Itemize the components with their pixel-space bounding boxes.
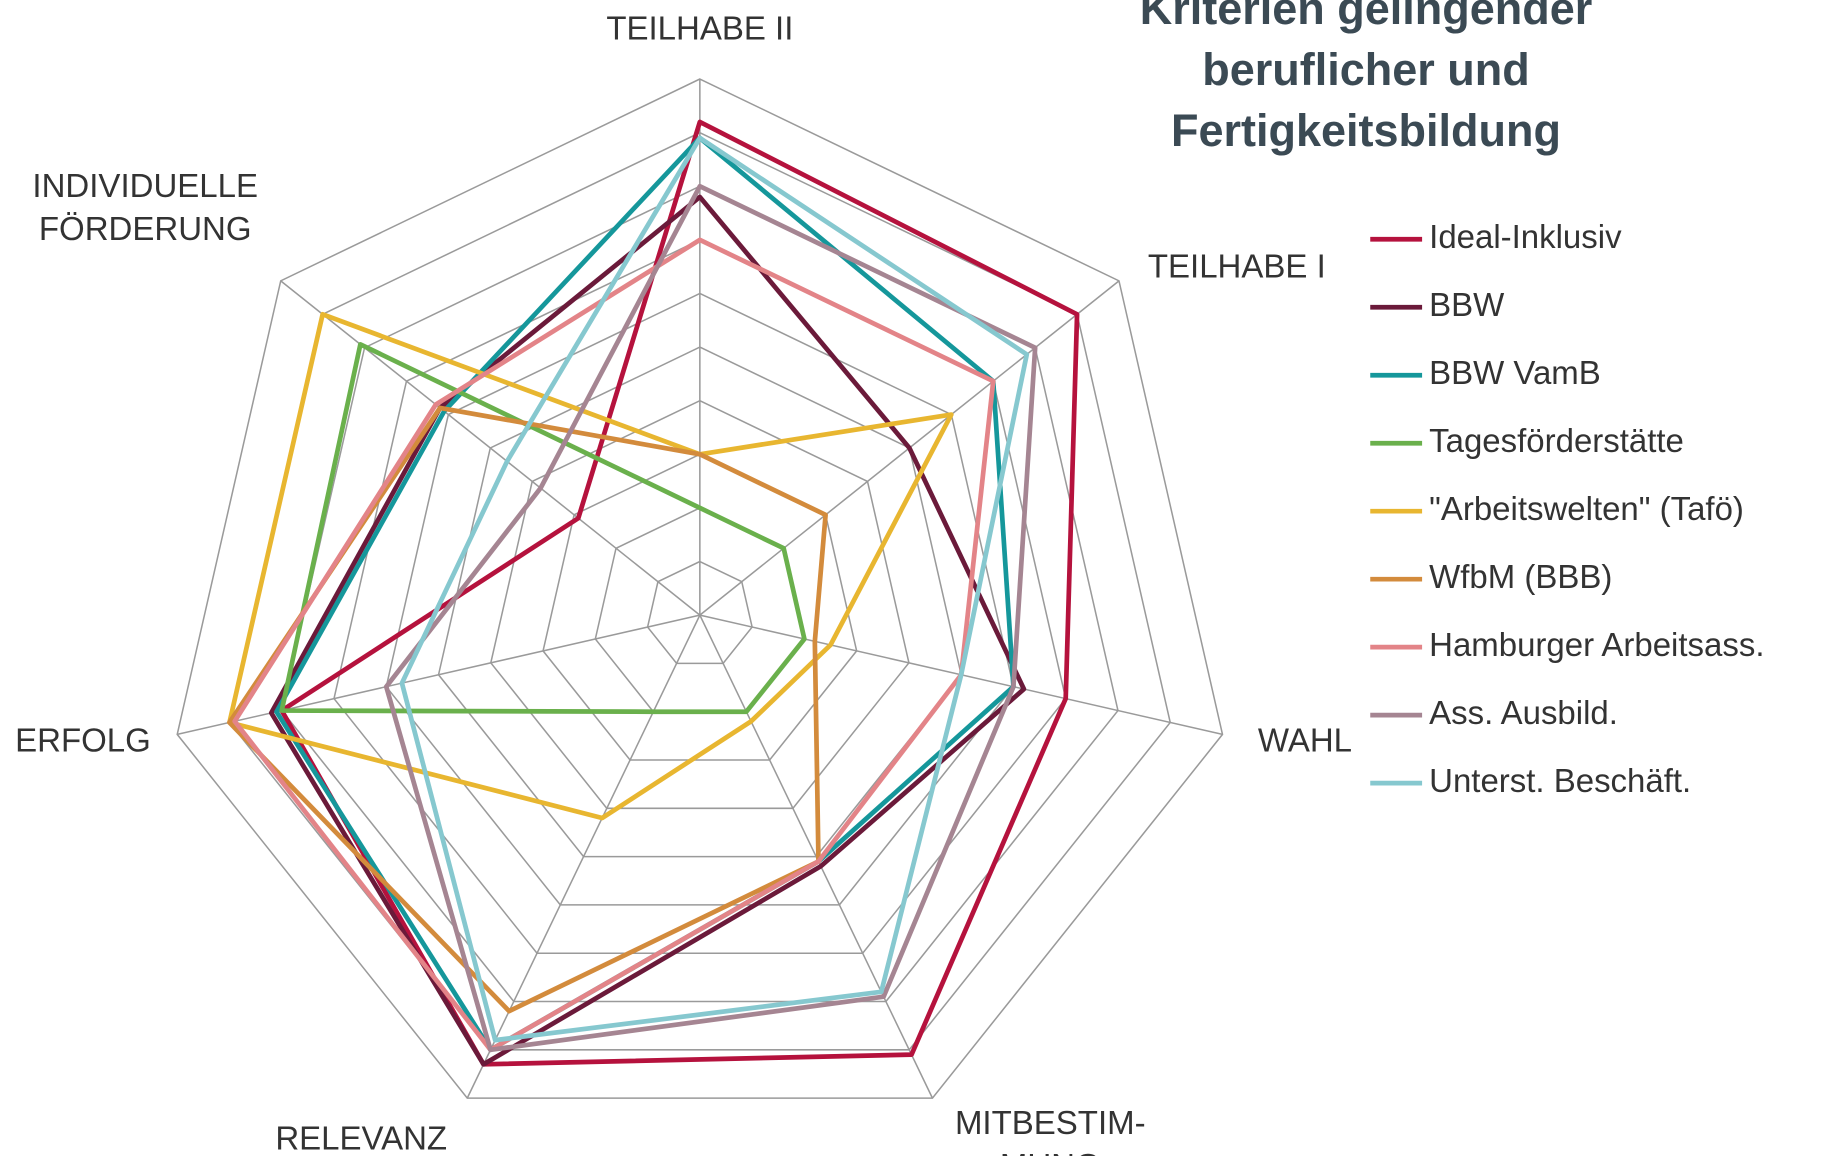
axis-label: ERFOLG xyxy=(15,721,151,759)
series-line xyxy=(383,183,1038,1053)
grid-ring xyxy=(333,239,1067,954)
series-line xyxy=(268,194,1027,1067)
axis-label: INDIVIDUELLE FÖRDERUNG xyxy=(32,166,259,247)
axis-label: TEILHABE II xyxy=(606,10,794,48)
series-line xyxy=(227,405,828,1014)
legend-label: Tagesförderstätte xyxy=(1429,422,1684,459)
legend-label: BBW xyxy=(1429,286,1504,323)
legend-label: Hamburger Arbeitsass. xyxy=(1429,626,1764,663)
legend-label: Ideal-Inklusiv xyxy=(1429,218,1622,255)
grid-ring xyxy=(280,185,1119,1003)
grid-ring xyxy=(437,346,963,858)
series-line xyxy=(399,135,1030,1043)
series-line xyxy=(232,237,996,1053)
axis-spoke xyxy=(177,614,701,736)
axis-spoke xyxy=(280,280,701,616)
series-line xyxy=(227,311,954,821)
series-line xyxy=(279,342,807,715)
legend-label: "Arbeitswelten" (Tafö) xyxy=(1429,490,1744,527)
grid-ring xyxy=(542,453,858,761)
legend-label: Unterst. Beschäft. xyxy=(1429,762,1691,799)
grid-ring xyxy=(646,560,753,665)
chart-title: Kriterien gelingender beruflicher und Fe… xyxy=(1139,0,1593,156)
axis-label: MITBESTIM- MUNG xyxy=(954,1104,1146,1156)
axis-label: RELEVANZ xyxy=(275,1119,448,1156)
axis-label: TEILHABE I xyxy=(1147,247,1326,285)
axis-label: WAHL xyxy=(1257,721,1353,759)
grid-ring xyxy=(176,78,1224,1099)
axis-spoke xyxy=(466,614,701,1099)
grid-ring xyxy=(489,399,910,810)
legend-label: BBW VamB xyxy=(1429,354,1601,391)
legend-label: Ass. Ausbild. xyxy=(1429,694,1618,731)
grid-ring xyxy=(385,292,1015,906)
series-line xyxy=(279,119,1080,1067)
legend-label: WfbM (BBB) xyxy=(1429,558,1612,595)
